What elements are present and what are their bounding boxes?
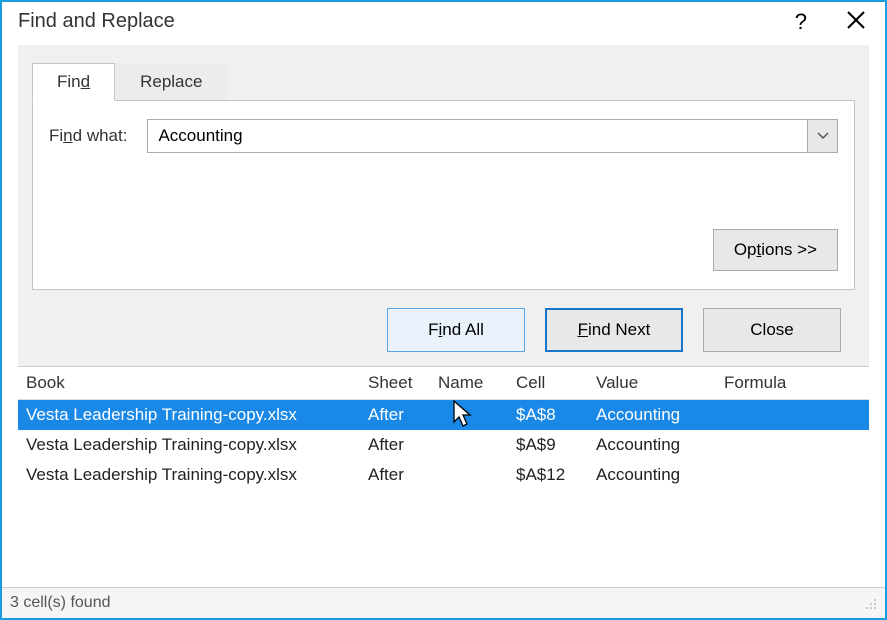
results-row[interactable]: Vesta Leadership Training-copy.xlsxAfter… — [18, 460, 869, 490]
status-text: 3 cell(s) found — [10, 594, 111, 612]
results-table: Book Sheet Name Cell Value Formula Vesta… — [18, 367, 869, 490]
cell-cell: $A$12 — [508, 460, 588, 490]
cell-name — [430, 430, 508, 460]
col-header-formula[interactable]: Formula — [716, 367, 869, 400]
cell-book: Vesta Leadership Training-copy.xlsx — [18, 430, 360, 460]
dialog-title: Find and Replace — [18, 10, 175, 33]
cell-sheet: After — [360, 460, 430, 490]
tab-find[interactable]: Find — [32, 63, 115, 101]
find-all-button[interactable]: Find All — [387, 308, 525, 352]
cell-value: Accounting — [588, 400, 716, 431]
find-what-input[interactable] — [148, 120, 807, 152]
col-header-value[interactable]: Value — [588, 367, 716, 400]
cell-cell: $A$9 — [508, 430, 588, 460]
close-button[interactable]: Close — [703, 308, 841, 352]
titlebar: Find and Replace ? — [2, 2, 885, 45]
status-bar: 3 cell(s) found — [2, 587, 885, 618]
find-next-button[interactable]: Find Next — [545, 308, 683, 352]
close-x-button[interactable] — [847, 11, 865, 33]
resize-grip-icon[interactable] — [863, 596, 877, 610]
help-button[interactable]: ? — [795, 11, 807, 33]
options-button[interactable]: Options >> — [713, 229, 838, 271]
cell-value: Accounting — [588, 460, 716, 490]
cell-cell: $A$8 — [508, 400, 588, 431]
cell-book: Vesta Leadership Training-copy.xlsx — [18, 400, 360, 431]
results-header-row: Book Sheet Name Cell Value Formula — [18, 367, 869, 400]
cell-name — [430, 460, 508, 490]
content-area: Find Replace Find what: Options >> — [2, 45, 885, 587]
find-replace-dialog: Find and Replace ? Find Replace Find wha… — [0, 0, 887, 620]
chevron-down-icon — [817, 132, 829, 140]
cell-formula — [716, 460, 869, 490]
cell-name — [430, 400, 508, 431]
find-what-label: Find what: — [49, 126, 127, 146]
close-icon — [847, 11, 865, 29]
results-area: Book Sheet Name Cell Value Formula Vesta… — [18, 366, 869, 587]
tabs-panel-wrapper: Find Replace Find what: Options >> — [18, 45, 869, 366]
tabs: Find Replace — [32, 63, 855, 101]
find-what-combo — [147, 119, 838, 153]
cell-sheet: After — [360, 400, 430, 431]
find-panel: Find what: Options >> — [32, 100, 855, 290]
col-header-book[interactable]: Book — [18, 367, 360, 400]
find-what-dropdown-button[interactable] — [807, 120, 837, 152]
cell-formula — [716, 430, 869, 460]
find-what-row: Find what: — [49, 119, 838, 153]
tab-replace[interactable]: Replace — [115, 63, 227, 101]
cell-value: Accounting — [588, 430, 716, 460]
button-row: Find All Find Next Close — [32, 290, 855, 366]
col-header-sheet[interactable]: Sheet — [360, 367, 430, 400]
results-row[interactable]: Vesta Leadership Training-copy.xlsxAfter… — [18, 400, 869, 431]
cell-book: Vesta Leadership Training-copy.xlsx — [18, 460, 360, 490]
titlebar-controls: ? — [795, 11, 865, 33]
col-header-name[interactable]: Name — [430, 367, 508, 400]
col-header-cell[interactable]: Cell — [508, 367, 588, 400]
results-row[interactable]: Vesta Leadership Training-copy.xlsxAfter… — [18, 430, 869, 460]
cell-sheet: After — [360, 430, 430, 460]
cell-formula — [716, 400, 869, 431]
